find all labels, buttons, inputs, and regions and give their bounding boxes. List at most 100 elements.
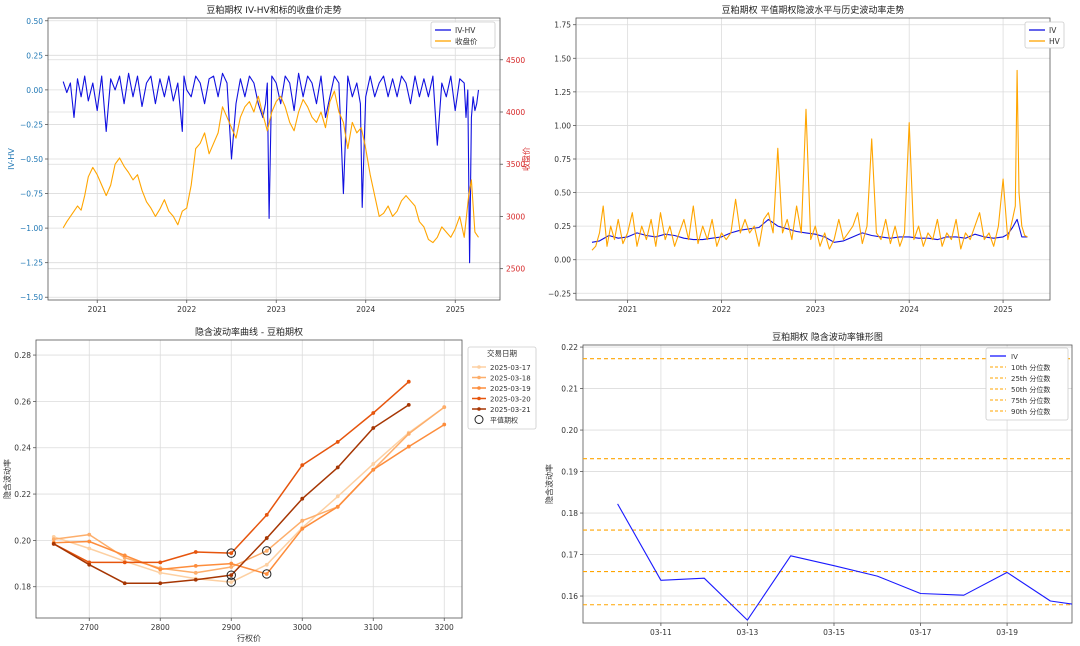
y-axis-label: 隐含波动率 <box>2 459 12 499</box>
series-line <box>617 503 1072 621</box>
legend-label: 25th 分位数 <box>1011 374 1050 383</box>
plot-frame <box>35 339 463 619</box>
legend-swatch-dot <box>477 407 481 411</box>
atm-iv-vs-hv-chart: 豆粕期权 平值期权隐波水平与历史波动率走势 2021 2022 2023 2024 202… <box>548 4 1065 314</box>
legend-swatch-dot <box>477 375 481 380</box>
iv-smile-chart: 隐含波动率曲线 - 豆粕期权 2700 2800 2900 3000 3100 3200 0.… <box>2 326 537 643</box>
plot-area <box>51 379 447 587</box>
legend-swatch-dot <box>477 396 481 401</box>
data-point <box>193 577 198 582</box>
data-point <box>229 580 234 584</box>
x-tick-label: 2025 <box>994 305 1013 314</box>
x-tick-label: 3200 <box>435 623 454 632</box>
data-point <box>229 573 234 578</box>
data-point <box>229 565 234 569</box>
x-tick-label: 2021 <box>88 305 107 314</box>
legend-label: 2025-03-19 <box>490 385 531 393</box>
atm-marker <box>226 577 236 587</box>
y-tick-label: 0.21 <box>561 385 578 394</box>
y-tick-label: 0.22 <box>561 343 578 352</box>
legend-label: 10th 分位数 <box>1011 363 1050 372</box>
y-axis-label: IV-HV <box>7 148 16 170</box>
data-point <box>87 546 92 551</box>
plot-area <box>62 72 480 264</box>
data-point <box>51 541 56 546</box>
y-tick-label: −1.50 <box>20 293 43 302</box>
data-point <box>371 411 376 415</box>
y-tick-label: 0.24 <box>14 444 31 453</box>
data-point <box>158 570 163 575</box>
data-point <box>406 444 411 449</box>
y2-tick-label: 3500 <box>506 160 525 169</box>
data-point <box>158 581 163 586</box>
y-tick-label: −0.25 <box>20 120 43 129</box>
x-tick-label: 03-19 <box>996 628 1018 637</box>
y-tick-label: 0.18 <box>14 583 31 592</box>
y-tick-label: 0.25 <box>554 222 571 231</box>
data-point <box>122 560 127 565</box>
legend-label: IV <box>1049 26 1057 35</box>
data-point <box>264 536 269 540</box>
y-tick-label: 0.16 <box>561 592 578 601</box>
data-point <box>406 402 411 407</box>
y2-tick-label: 2500 <box>506 265 525 274</box>
data-point <box>51 537 56 542</box>
y-tick-label: 1.50 <box>554 54 571 63</box>
y-tick-label: 0.75 <box>554 155 571 164</box>
data-point <box>87 562 92 567</box>
y-tick-label: −1.25 <box>20 259 43 268</box>
data-point <box>193 563 198 568</box>
legend-label: 2025-03-20 <box>490 396 531 404</box>
x-tick-label: 2900 <box>222 623 241 632</box>
data-point <box>264 548 269 553</box>
data-point <box>406 431 411 436</box>
data-point <box>335 494 340 499</box>
x-tick-label: 2021 <box>618 305 637 314</box>
y-tick-label: 1.00 <box>554 121 571 130</box>
y2-tick-label: 4500 <box>506 56 525 65</box>
series-line <box>62 90 479 244</box>
data-point <box>442 422 447 427</box>
legend-atm-marker <box>474 415 484 424</box>
legend-label: IV-HV <box>455 26 476 35</box>
x-tick-label: 2024 <box>356 305 375 314</box>
y-tick-label: −0.25 <box>548 289 571 298</box>
y-tick-label: 0.28 <box>14 351 31 360</box>
x-tick-label: 2025 <box>446 305 465 314</box>
chart-title: 豆粕期权 平值期权隐波水平与历史波动率走势 <box>722 4 905 16</box>
y2-tick-label: 4000 <box>506 108 525 117</box>
y-tick-label: 0.50 <box>26 17 43 26</box>
data-point <box>371 467 376 472</box>
legend-label: 2025-03-17 <box>490 364 531 372</box>
atm-marker <box>262 569 272 579</box>
data-point <box>193 550 198 554</box>
chart-title: 隐含波动率曲线 - 豆粕期权 <box>195 326 303 338</box>
data-point <box>335 465 340 470</box>
data-point <box>300 518 305 523</box>
x-tick-label: 03-17 <box>910 628 932 637</box>
data-point <box>371 462 376 466</box>
legend-label: 平值期权 <box>490 416 518 425</box>
legend-swatch-dot <box>477 365 481 369</box>
data-point <box>406 379 411 384</box>
legend-label: HV <box>1049 37 1061 46</box>
x-tick-label: 2024 <box>900 305 919 314</box>
data-point <box>264 513 269 517</box>
data-point <box>371 426 376 430</box>
y-tick-label: 0.26 <box>14 397 31 406</box>
chart-title: 豆粕期权 隐含波动率锥形图 <box>772 331 883 343</box>
data-point <box>122 553 127 558</box>
data-point <box>335 440 340 444</box>
data-point <box>335 504 340 509</box>
y-tick-label: 1.25 <box>554 88 571 97</box>
series-line <box>62 72 480 264</box>
x-tick-label: 03-15 <box>823 628 845 637</box>
x-tick-label: 3100 <box>364 623 383 632</box>
data-point <box>87 532 92 537</box>
x-tick-label: 2700 <box>80 623 99 632</box>
x-tick-label: 2800 <box>151 623 170 632</box>
x-tick-label: 03-11 <box>650 628 672 637</box>
data-point <box>264 572 269 576</box>
y-tick-label: 0.18 <box>561 509 578 518</box>
y2-tick-label: 3000 <box>506 212 525 221</box>
